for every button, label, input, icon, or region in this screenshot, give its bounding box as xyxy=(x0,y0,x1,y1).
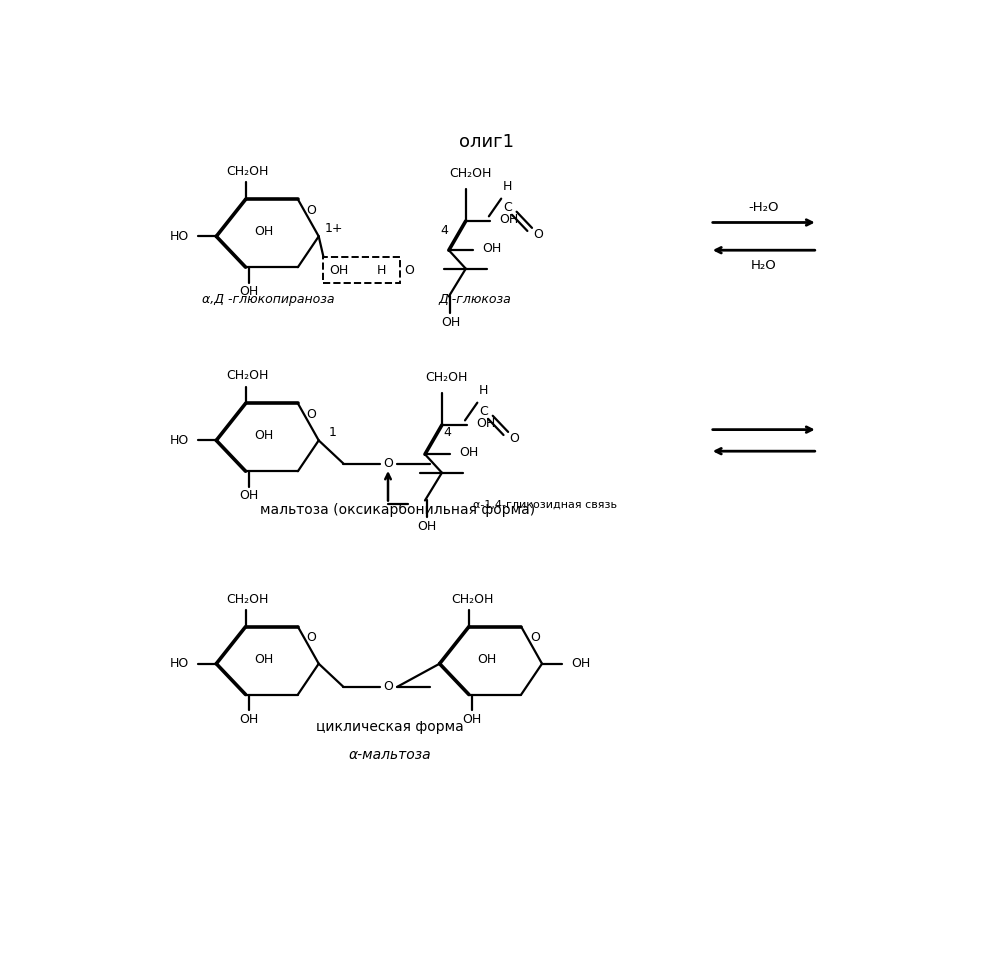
Text: O: O xyxy=(383,457,393,470)
Text: H: H xyxy=(503,179,512,193)
Text: α-1,4-гликозидная связь: α-1,4-гликозидная связь xyxy=(473,499,617,509)
Text: O: O xyxy=(306,204,317,216)
Text: H₂O: H₂O xyxy=(751,259,776,272)
Text: CH₂OH: CH₂OH xyxy=(425,370,468,384)
Text: OH: OH xyxy=(329,263,349,277)
Text: C: C xyxy=(503,202,512,214)
Text: HO: HO xyxy=(169,230,188,243)
Text: 4: 4 xyxy=(440,223,449,237)
Text: OH: OH xyxy=(478,652,497,666)
Text: OH: OH xyxy=(440,316,460,330)
Text: 4: 4 xyxy=(444,426,452,439)
Text: C: C xyxy=(479,406,488,418)
Text: H: H xyxy=(479,384,488,397)
Text: HO: HO xyxy=(169,434,188,447)
Text: OH: OH xyxy=(476,417,495,430)
Text: OH: OH xyxy=(254,225,273,238)
Text: HO: HO xyxy=(169,657,188,670)
Text: OH: OH xyxy=(500,213,519,226)
Text: OH: OH xyxy=(463,713,482,725)
Text: CH₂OH: CH₂OH xyxy=(226,165,268,178)
Text: O: O xyxy=(306,631,317,644)
Text: OH: OH xyxy=(417,520,436,533)
Text: OH: OH xyxy=(254,429,273,443)
Text: олиг1: олиг1 xyxy=(459,134,514,151)
Text: OH: OH xyxy=(459,447,478,459)
Text: OH: OH xyxy=(254,652,273,666)
Text: O: O xyxy=(509,432,519,446)
Text: OH: OH xyxy=(239,489,258,502)
Text: OH: OH xyxy=(572,657,591,670)
Text: OH: OH xyxy=(239,286,258,298)
Text: O: O xyxy=(404,263,414,277)
Text: O: O xyxy=(530,631,539,644)
Text: 1+: 1+ xyxy=(325,222,344,235)
Text: O: O xyxy=(306,408,317,421)
Text: Д -глюкоза: Д -глюкоза xyxy=(438,293,511,306)
Text: H: H xyxy=(377,263,386,277)
Text: CH₂OH: CH₂OH xyxy=(226,370,268,382)
Text: α-мальтоза: α-мальтоза xyxy=(349,748,431,761)
Text: O: O xyxy=(533,228,543,241)
Text: циклическая форма: циклическая форма xyxy=(317,720,465,734)
Text: α,Д -глюкопираноза: α,Д -глюкопираноза xyxy=(203,293,335,306)
Text: CH₂OH: CH₂OH xyxy=(450,167,492,179)
Text: O: O xyxy=(383,681,393,693)
Text: 1: 1 xyxy=(329,426,337,439)
Text: OH: OH xyxy=(239,713,258,725)
Text: OH: OH xyxy=(483,242,502,255)
Text: CH₂OH: CH₂OH xyxy=(451,593,493,605)
Text: мальтоза (оксикарбонильная форма): мальтоза (оксикарбонильная форма) xyxy=(260,503,535,517)
Text: -H₂O: -H₂O xyxy=(749,201,779,214)
Text: CH₂OH: CH₂OH xyxy=(226,593,268,605)
